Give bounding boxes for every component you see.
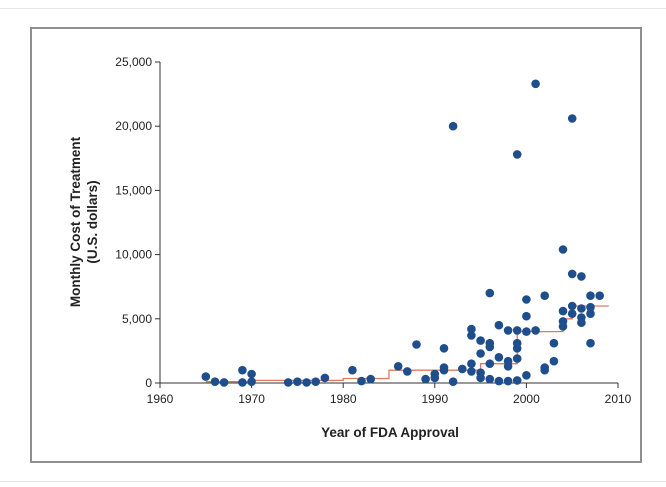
data-point	[558, 306, 568, 316]
data-point	[595, 291, 604, 301]
y-axis-title-group: Monthly Cost of Treatment (U.S. dollars)	[68, 136, 100, 307]
data-point	[522, 311, 531, 321]
data-point	[512, 354, 522, 363]
data-point	[577, 272, 586, 281]
data-point	[531, 326, 540, 335]
data-point	[247, 377, 256, 387]
data-point	[494, 320, 504, 330]
data-point	[577, 313, 586, 322]
data-point	[467, 331, 476, 340]
x-tick-label: 1960	[147, 392, 174, 406]
data-point	[567, 114, 577, 123]
data-point	[485, 288, 495, 298]
data-point	[485, 342, 495, 352]
data-points	[201, 79, 604, 387]
y-axis-title-line2: (U.S. dollars)	[85, 180, 100, 263]
data-point	[476, 349, 485, 358]
data-point	[366, 374, 376, 384]
data-point	[485, 374, 495, 384]
data-point	[448, 377, 458, 387]
data-point	[558, 245, 568, 254]
data-point	[558, 322, 568, 331]
data-point	[467, 359, 476, 369]
data-point	[430, 369, 440, 379]
data-point	[210, 377, 220, 387]
data-point	[503, 326, 513, 335]
bottom-rule	[0, 481, 666, 482]
data-point	[357, 376, 366, 386]
data-point	[201, 372, 211, 381]
data-point	[283, 378, 293, 387]
data-point	[238, 378, 247, 387]
data-point	[494, 353, 504, 362]
data-point	[247, 369, 256, 379]
data-point	[412, 340, 421, 349]
data-point	[512, 376, 522, 385]
data-point	[540, 365, 549, 375]
data-point	[540, 291, 549, 301]
y-tick-label: 10,000	[115, 248, 152, 262]
data-point	[512, 326, 522, 335]
data-point	[549, 356, 559, 366]
data-point	[476, 336, 485, 345]
data-point	[567, 309, 577, 319]
data-point	[458, 364, 467, 374]
x-tick-label: 2000	[513, 392, 540, 406]
data-point	[393, 362, 403, 371]
data-point	[522, 327, 531, 336]
data-point	[522, 295, 531, 304]
x-tick-label: 1980	[330, 392, 357, 406]
top-rule	[0, 8, 666, 9]
data-point	[238, 365, 247, 375]
y-tick-label: 15,000	[115, 183, 152, 197]
y-axis-title-line1: Monthly Cost of Treatment	[68, 136, 83, 307]
data-point	[586, 302, 595, 312]
data-point	[421, 374, 430, 384]
x-tick-label: 2010	[605, 392, 632, 406]
data-point	[586, 291, 595, 301]
data-point	[403, 367, 412, 376]
data-point	[439, 363, 449, 372]
data-point	[439, 344, 449, 353]
y-tick-label: 0	[145, 376, 152, 390]
data-point	[512, 150, 522, 159]
x-axis-title: Year of FDA Approval	[321, 425, 459, 440]
data-point	[485, 359, 495, 369]
data-point	[476, 368, 485, 378]
data-point	[549, 338, 559, 348]
data-point	[467, 324, 476, 334]
data-point	[503, 356, 513, 366]
y-tick-label: 20,000	[115, 119, 152, 133]
data-point	[586, 309, 595, 319]
data-point	[293, 377, 302, 387]
data-point	[577, 304, 586, 313]
data-point	[448, 121, 458, 131]
data-point	[567, 301, 577, 311]
x-tick-label: 1990	[421, 392, 448, 406]
data-point	[302, 378, 311, 387]
y-tick-label: 25,000	[115, 55, 152, 69]
data-point	[531, 79, 540, 89]
data-point	[348, 365, 357, 375]
data-point	[586, 338, 595, 348]
data-point	[494, 376, 504, 386]
axes: 1960 1970 1980 1990 2000 2010 0 5,000 10,000 15,0…	[115, 55, 631, 406]
data-point	[567, 269, 577, 279]
data-point	[503, 376, 513, 386]
data-point	[522, 371, 531, 380]
x-tick-label: 1970	[238, 392, 265, 406]
chart-frame	[30, 27, 642, 463]
data-point	[320, 373, 330, 383]
data-point	[219, 378, 229, 387]
data-point	[467, 367, 476, 376]
data-point	[311, 377, 321, 387]
data-point	[512, 344, 522, 353]
y-tick-label: 5,000	[122, 312, 152, 326]
